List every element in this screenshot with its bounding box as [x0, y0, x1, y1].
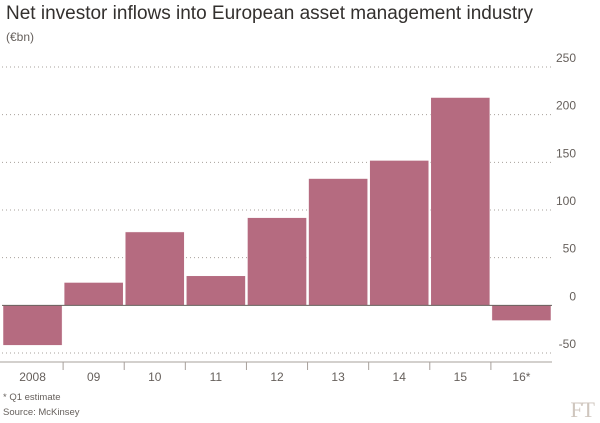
y-tick-label: 0	[569, 289, 576, 303]
bar	[491, 305, 552, 321]
x-tick-label: 09	[87, 370, 101, 384]
x-tick-label: 15	[454, 370, 468, 384]
bar	[430, 97, 491, 306]
x-tick-label: 12	[270, 370, 284, 384]
source-note: Source: McKinsey	[3, 407, 80, 418]
x-tick-label: 16*	[512, 370, 530, 384]
x-tick-label: 2008	[19, 370, 46, 384]
y-tick-label: 150	[556, 146, 576, 160]
y-tick-label: 100	[556, 194, 576, 208]
bar	[308, 178, 368, 306]
ft-logo: FT	[570, 397, 595, 422]
bar	[2, 305, 63, 346]
bar	[63, 282, 124, 306]
x-tick-label: 13	[331, 370, 345, 384]
y-tick-label: 50	[563, 242, 577, 256]
footnote: * Q1 estimate	[3, 392, 61, 403]
bar	[247, 217, 307, 306]
bar	[124, 231, 185, 306]
y-tick-label: -50	[559, 337, 577, 351]
bar	[369, 160, 430, 306]
x-tick-label: 10	[148, 370, 162, 384]
x-tick-label: 14	[393, 370, 407, 384]
x-tick-label: 11	[210, 370, 223, 384]
chart-subtitle: (€bn)	[6, 30, 35, 44]
bar	[186, 275, 246, 306]
y-tick-label: 250	[556, 51, 576, 65]
chart-title: Net investor inflows into European asset…	[6, 3, 533, 24]
y-tick-label: 200	[556, 99, 576, 113]
bar-chart: -50 0 50 100 150 200 250 2008 09 10 11 12 13 14 15 16*	[0, 51, 577, 384]
